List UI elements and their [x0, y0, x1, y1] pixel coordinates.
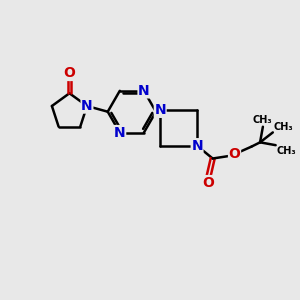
Text: CH₃: CH₃: [253, 115, 272, 125]
Text: O: O: [202, 176, 214, 190]
Text: N: N: [138, 84, 150, 98]
Text: N: N: [154, 103, 166, 117]
Text: CH₃: CH₃: [274, 122, 293, 132]
Text: O: O: [229, 147, 241, 161]
Text: N: N: [81, 99, 93, 113]
Text: N: N: [191, 139, 203, 153]
Text: O: O: [64, 66, 75, 80]
Text: CH₃: CH₃: [277, 146, 296, 156]
Text: N: N: [114, 126, 126, 140]
